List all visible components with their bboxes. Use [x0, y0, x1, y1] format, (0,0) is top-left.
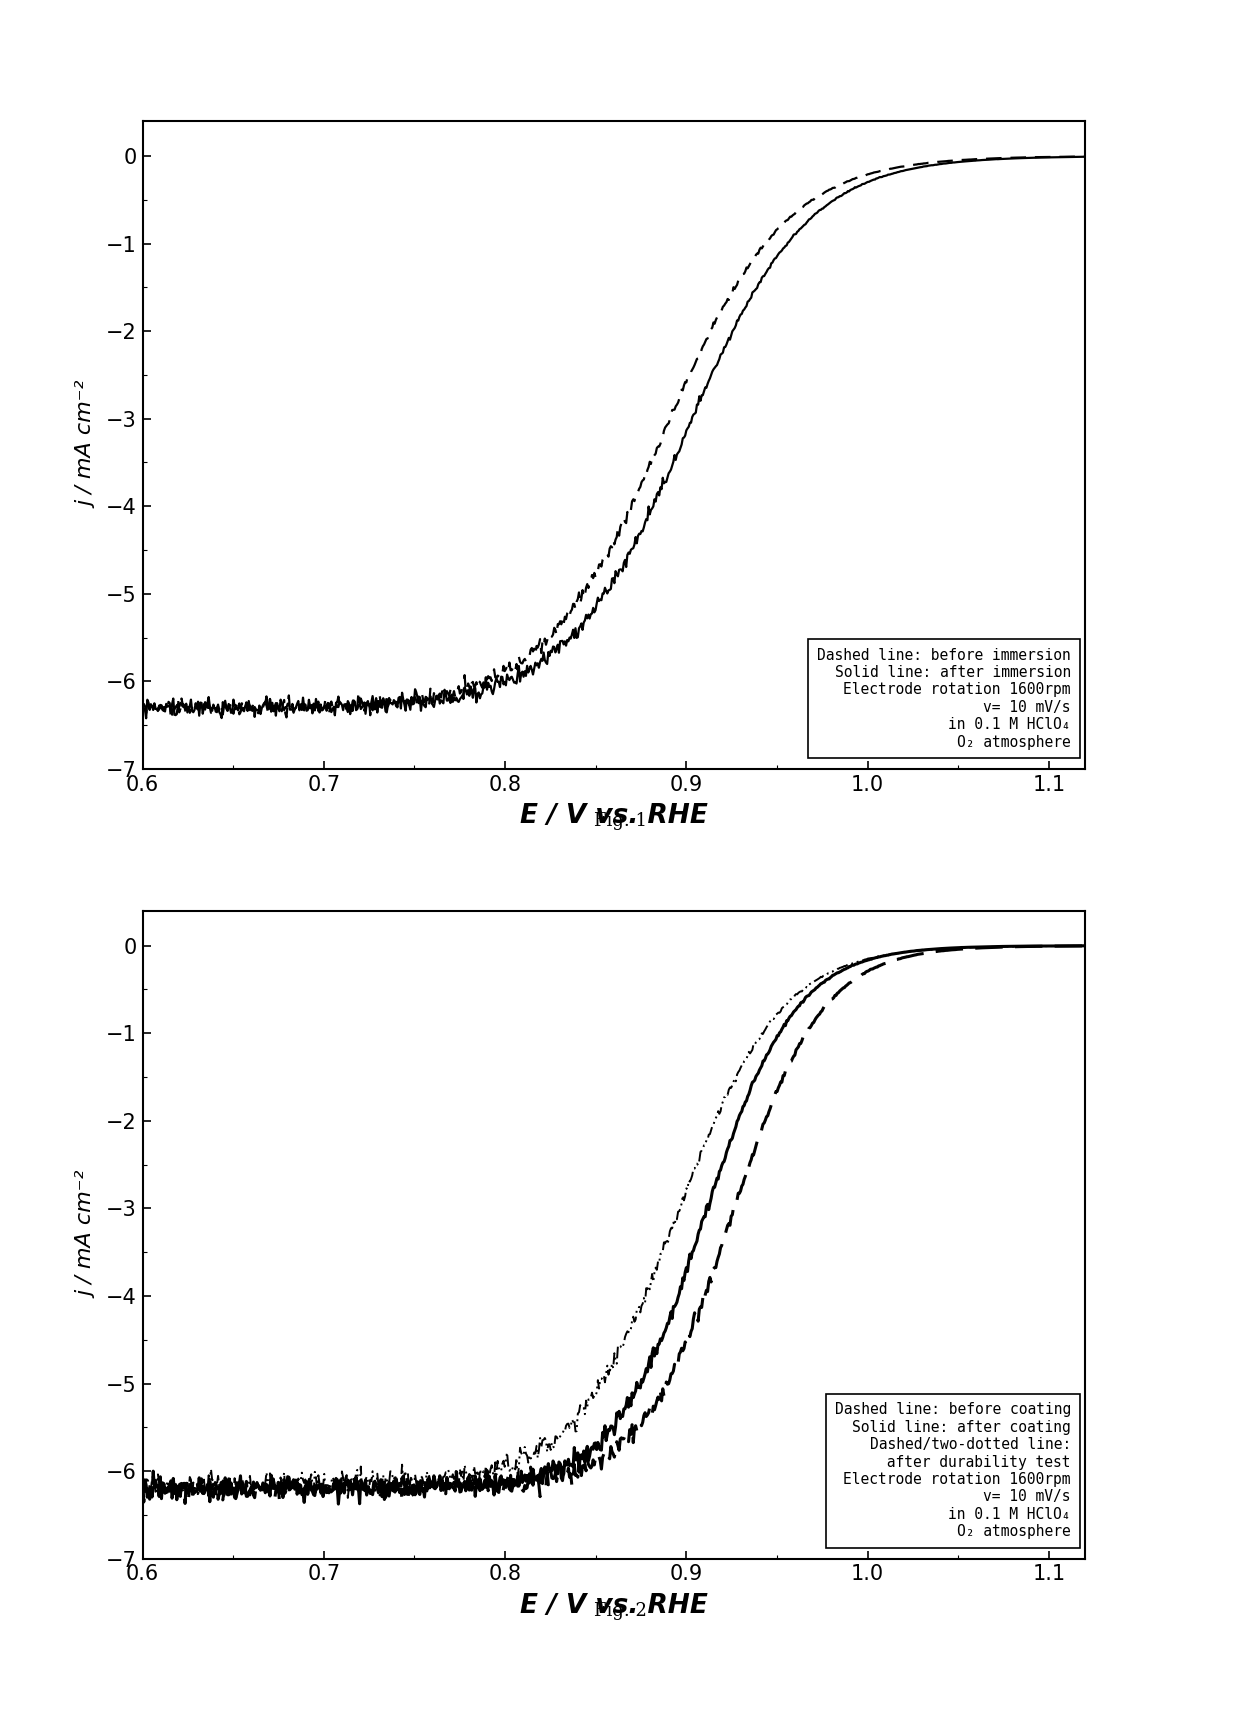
Text: Fig. 1: Fig. 1 [594, 812, 646, 829]
X-axis label: E / V vs. RHE: E / V vs. RHE [520, 804, 708, 829]
Y-axis label: j / mA cm⁻²: j / mA cm⁻² [78, 382, 98, 508]
Text: Fig. 2: Fig. 2 [594, 1602, 646, 1619]
X-axis label: E / V vs. RHE: E / V vs. RHE [520, 1593, 708, 1619]
Text: Dashed line: before immersion
Solid line: after immersion
Electrode rotation 160: Dashed line: before immersion Solid line… [817, 648, 1071, 750]
Y-axis label: j / mA cm⁻²: j / mA cm⁻² [78, 1172, 98, 1298]
Text: Dashed line: before coating
Solid line: after coating
Dashed/two-dotted line:
 a: Dashed line: before coating Solid line: … [835, 1403, 1071, 1540]
